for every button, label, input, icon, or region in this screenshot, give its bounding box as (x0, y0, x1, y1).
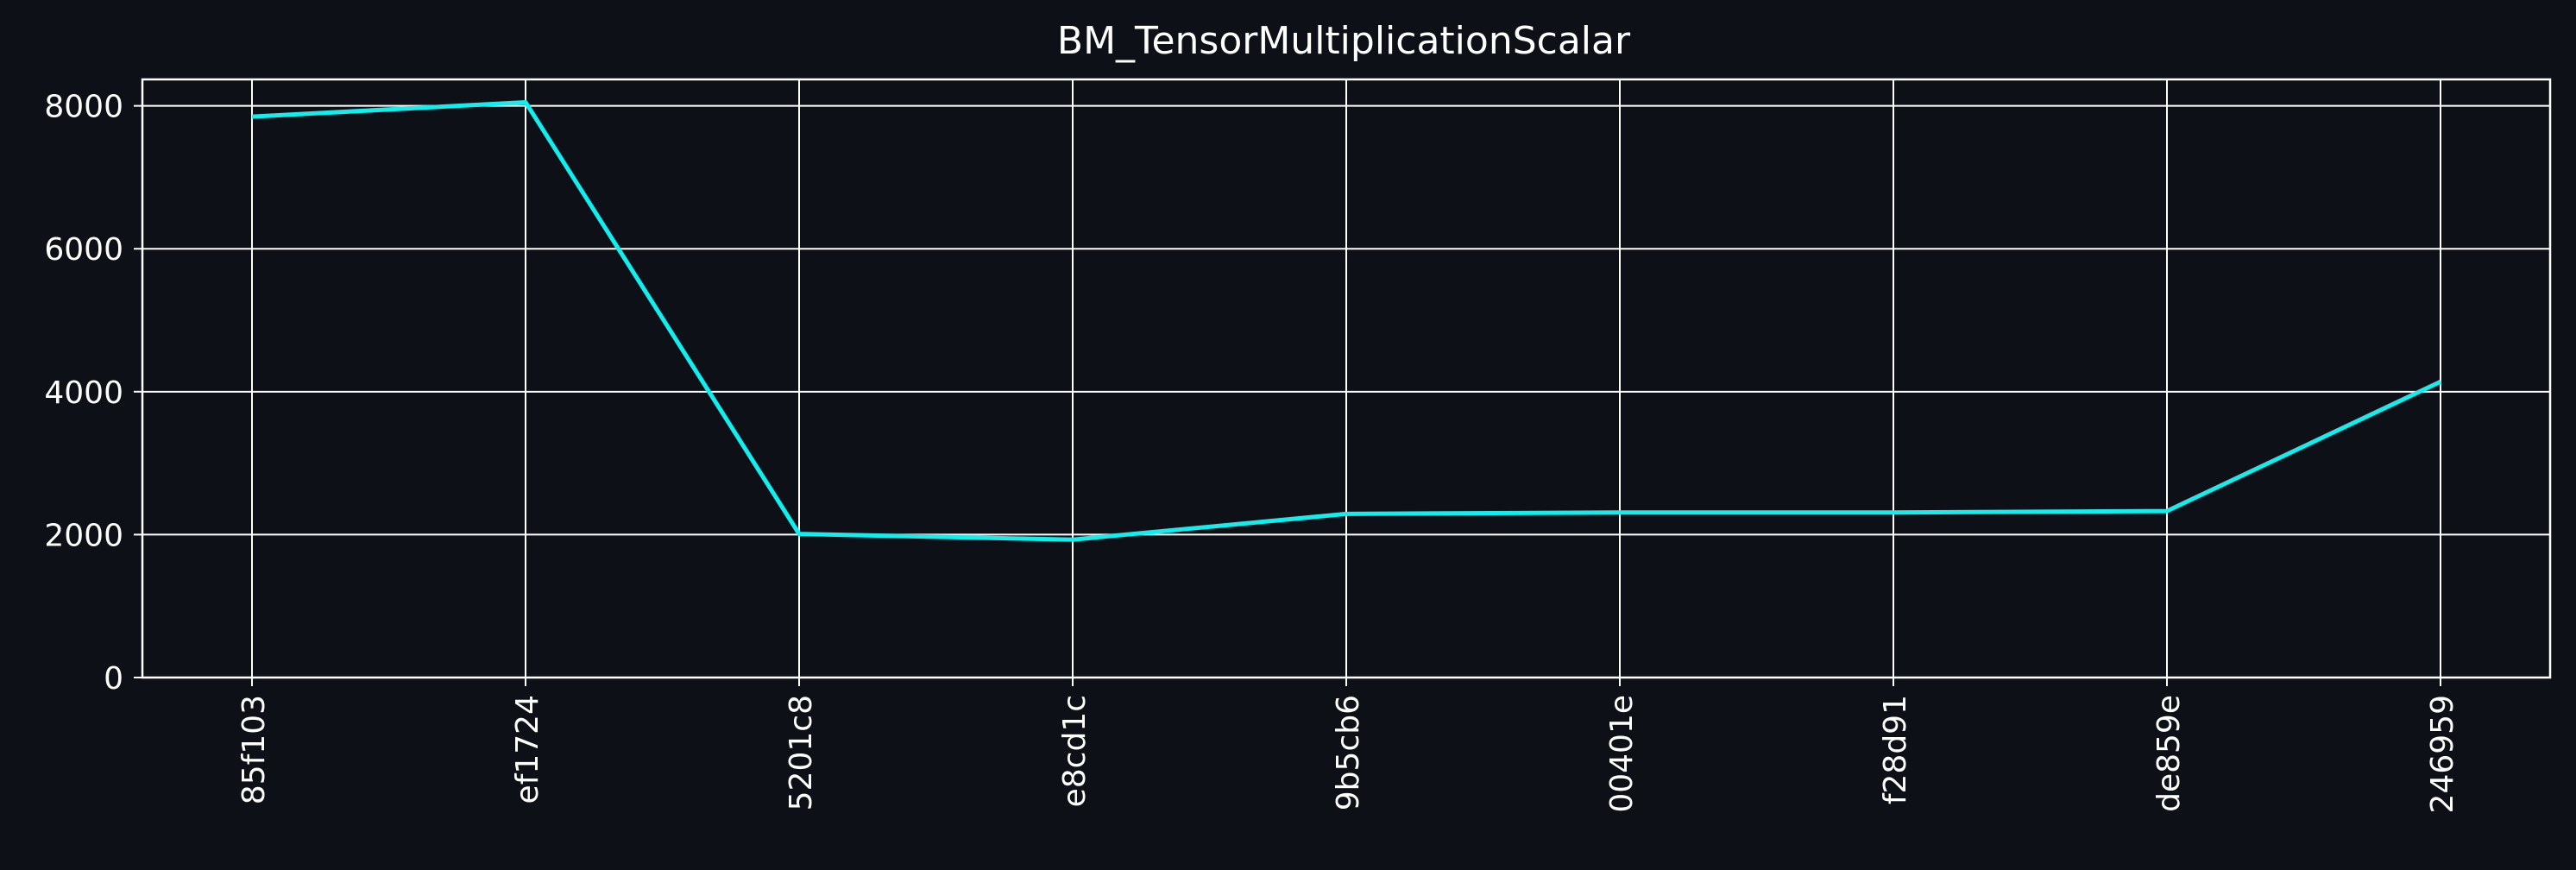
x-tick-label: 5201c8 (784, 695, 819, 810)
y-tick-label: 6000 (44, 232, 123, 268)
y-tick-label: 0 (104, 661, 123, 697)
x-tick-label: de859e (2151, 695, 2187, 812)
x-tick-label: 9b5cb6 (1331, 695, 1366, 810)
grid-lines (142, 79, 2550, 678)
y-tick-label: 2000 (44, 518, 123, 553)
y-tick-label: 4000 (44, 375, 123, 411)
x-tick-label: 85f103 (236, 695, 272, 804)
y-tick-label: 8000 (44, 90, 123, 125)
x-tick-label: 00401e (1604, 695, 1640, 813)
x-tick-label: ef1724 (510, 695, 545, 804)
x-tick-label: f28d91 (1878, 695, 1913, 804)
chart-title: BM_TensorMultiplicationScalar (1057, 19, 1631, 63)
x-tick-label: e8cd1c (1057, 695, 1093, 807)
x-tick-label: 246959 (2425, 695, 2460, 813)
